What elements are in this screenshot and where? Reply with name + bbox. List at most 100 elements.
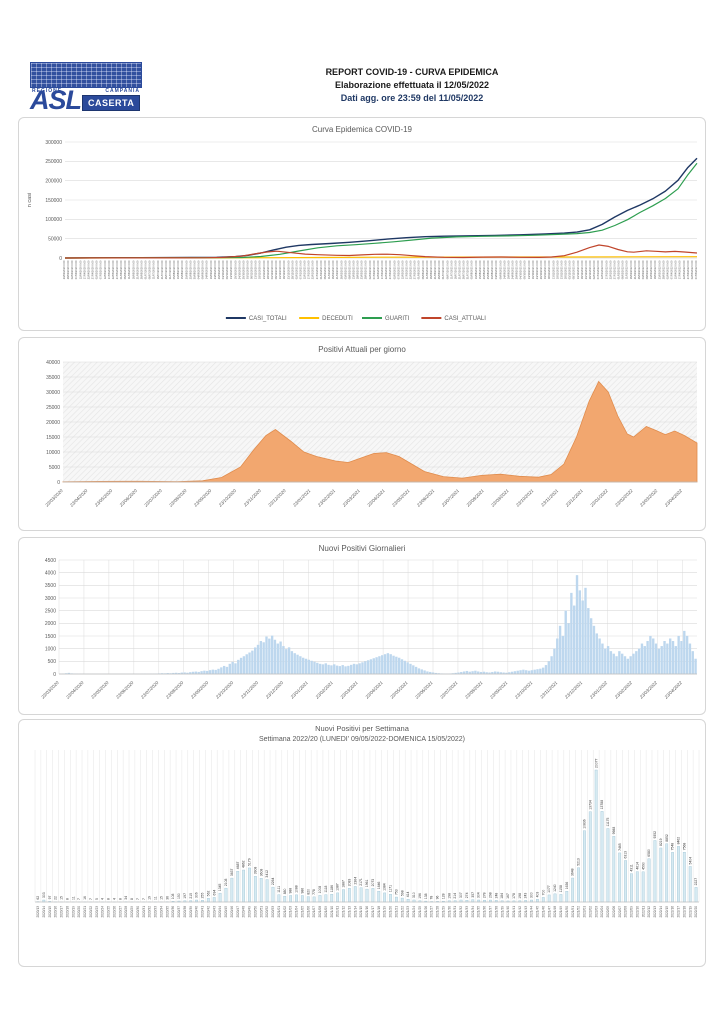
svg-text:5213: 5213 [577, 858, 581, 866]
svg-text:1636: 1636 [565, 882, 569, 890]
svg-text:05/08/2021 0:00: 05/08/2021 0:00 [470, 260, 474, 279]
svg-text:2021/45: 2021/45 [536, 906, 540, 918]
svg-text:31/07/2020 0:00: 31/07/2020 0:00 [168, 260, 172, 279]
svg-text:36: 36 [165, 896, 169, 900]
svg-text:2022/03: 2022/03 [594, 906, 598, 918]
svg-text:0: 0 [59, 256, 62, 262]
svg-text:2020/47: 2020/47 [236, 906, 240, 918]
svg-text:4614: 4614 [635, 862, 639, 870]
svg-text:20/08/2020 0:00: 20/08/2020 0:00 [184, 260, 188, 279]
svg-text:3608: 3608 [259, 869, 263, 877]
svg-text:2021/05: 2021/05 [300, 906, 304, 918]
svg-text:414: 414 [406, 892, 410, 898]
svg-text:19: 19 [148, 896, 152, 900]
svg-text:11/06/2021 0:00: 11/06/2021 0:00 [425, 260, 429, 279]
svg-text:2021/47: 2021/47 [547, 906, 551, 918]
svg-text:1008: 1008 [318, 886, 322, 894]
svg-text:23/06/2021: 23/06/2021 [414, 680, 435, 701]
svg-text:10000: 10000 [46, 450, 60, 456]
svg-text:2020/52: 2020/52 [265, 906, 269, 918]
svg-text:78: 78 [430, 896, 434, 900]
svg-text:200000: 200000 [45, 178, 62, 184]
svg-text:28/12/2020 0:00: 28/12/2020 0:00 [290, 260, 294, 279]
svg-text:2022/01: 2022/01 [583, 906, 587, 918]
svg-text:2020/28: 2020/28 [124, 906, 128, 918]
svg-text:988: 988 [289, 888, 293, 894]
svg-text:2021/18: 2021/18 [377, 906, 381, 918]
svg-text:2171: 2171 [359, 878, 363, 886]
svg-text:03/12/2021 0:00: 03/12/2021 0:00 [568, 260, 572, 279]
svg-text:278: 278 [483, 892, 487, 898]
svg-text:23/04/2022: 23/04/2022 [663, 488, 684, 509]
svg-text:986: 986 [300, 888, 304, 894]
svg-text:40000: 40000 [46, 360, 60, 366]
svg-text:62: 62 [36, 896, 40, 900]
svg-text:17/04/2020 0:00: 17/04/2020 0:00 [82, 260, 86, 279]
svg-text:0: 0 [53, 672, 56, 678]
svg-text:07/04/2020 0:00: 07/04/2020 0:00 [74, 260, 78, 279]
svg-text:09/10/2020 0:00: 09/10/2020 0:00 [225, 260, 229, 279]
svg-text:14/09/2021 0:00: 14/09/2021 0:00 [502, 260, 506, 279]
svg-text:7: 7 [136, 898, 140, 900]
svg-text:2022/09: 2022/09 [630, 906, 634, 918]
svg-text:23/07/2021: 23/07/2021 [438, 680, 459, 701]
svg-text:23/12/2021 0:00: 23/12/2021 0:00 [584, 260, 588, 279]
svg-text:22/01/2021 0:00: 22/01/2021 0:00 [311, 260, 315, 279]
svg-text:2020/22: 2020/22 [89, 906, 93, 918]
svg-text:23/05/2021: 23/05/2021 [389, 680, 410, 701]
svg-text:562: 562 [206, 891, 210, 897]
svg-text:2020/13: 2020/13 [36, 906, 40, 918]
svg-text:2021/02: 2021/02 [283, 906, 287, 918]
svg-text:2020/27: 2020/27 [118, 906, 122, 918]
svg-text:08/11/2020 0:00: 08/11/2020 0:00 [250, 260, 254, 279]
svg-text:11/02/2022 0:00: 11/02/2022 0:00 [625, 260, 629, 279]
svg-text:2021/51: 2021/51 [571, 906, 575, 918]
svg-text:307: 307 [459, 892, 463, 898]
svg-text:243: 243 [524, 893, 528, 899]
svg-text:255: 255 [201, 893, 205, 899]
svg-text:23/05/2021: 23/05/2021 [390, 488, 411, 509]
svg-text:DECEDUTI: DECEDUTI [322, 316, 353, 322]
svg-text:23/03/2022 0:00: 23/03/2022 0:00 [657, 260, 661, 279]
svg-text:96: 96 [436, 895, 440, 899]
svg-text:3908: 3908 [253, 867, 257, 875]
svg-text:23/11/2021 0:00: 23/11/2021 0:00 [559, 260, 563, 279]
svg-text:17/05/2020 0:00: 17/05/2020 0:00 [107, 260, 111, 279]
svg-text:17/04/2022 0:00: 17/04/2022 0:00 [678, 260, 682, 279]
daily-new-positives-panel: Nuovi Positivi Giornalieri 0 500 1000 1500 20… [18, 537, 706, 715]
svg-text:19/09/2020 0:00: 19/09/2020 0:00 [209, 260, 213, 279]
svg-text:23/03/2020: 23/03/2020 [40, 680, 61, 701]
svg-text:20/08/2021 0:00: 20/08/2021 0:00 [482, 260, 486, 279]
svg-text:700: 700 [541, 890, 545, 896]
svg-text:2021/04: 2021/04 [295, 906, 299, 918]
logo-regione-label: REGIONE [32, 88, 63, 94]
svg-text:07/01/2022 0:00: 07/01/2022 0:00 [596, 260, 600, 279]
svg-text:310: 310 [412, 892, 416, 898]
svg-text:2021/14: 2021/14 [353, 906, 357, 918]
svg-text:09/09/2021 0:00: 09/09/2021 0:00 [498, 260, 502, 279]
svg-text:01/06/2021 0:00: 01/06/2021 0:00 [417, 260, 421, 279]
svg-text:2021/15: 2021/15 [359, 906, 363, 918]
svg-text:1111: 1111 [277, 886, 281, 893]
svg-text:27/01/2021 0:00: 27/01/2021 0:00 [315, 260, 319, 279]
svg-text:23/06/2020: 23/06/2020 [118, 488, 139, 509]
svg-text:25000: 25000 [46, 405, 60, 411]
svg-text:06/02/2022 0:00: 06/02/2022 0:00 [621, 260, 625, 279]
svg-text:23/12/2021: 23/12/2021 [563, 680, 584, 701]
svg-text:1387: 1387 [336, 883, 340, 891]
svg-text:2020/19: 2020/19 [71, 906, 75, 918]
svg-text:23/07/2020: 23/07/2020 [139, 680, 160, 701]
svg-text:2020/31: 2020/31 [142, 906, 146, 918]
svg-text:06/06/2021 0:00: 06/06/2021 0:00 [421, 260, 425, 279]
svg-text:8: 8 [107, 898, 111, 900]
svg-text:2108: 2108 [224, 878, 228, 886]
svg-text:30/08/2020 0:00: 30/08/2020 0:00 [192, 260, 196, 279]
svg-text:13734: 13734 [588, 800, 592, 810]
svg-text:GUARITI: GUARITI [385, 316, 410, 322]
svg-text:7: 7 [77, 898, 81, 900]
svg-text:2020/21: 2020/21 [83, 906, 87, 918]
svg-text:9988: 9988 [612, 827, 616, 835]
svg-text:248: 248 [494, 893, 498, 899]
svg-text:300000: 300000 [45, 140, 62, 146]
svg-text:1887: 1887 [342, 880, 346, 888]
